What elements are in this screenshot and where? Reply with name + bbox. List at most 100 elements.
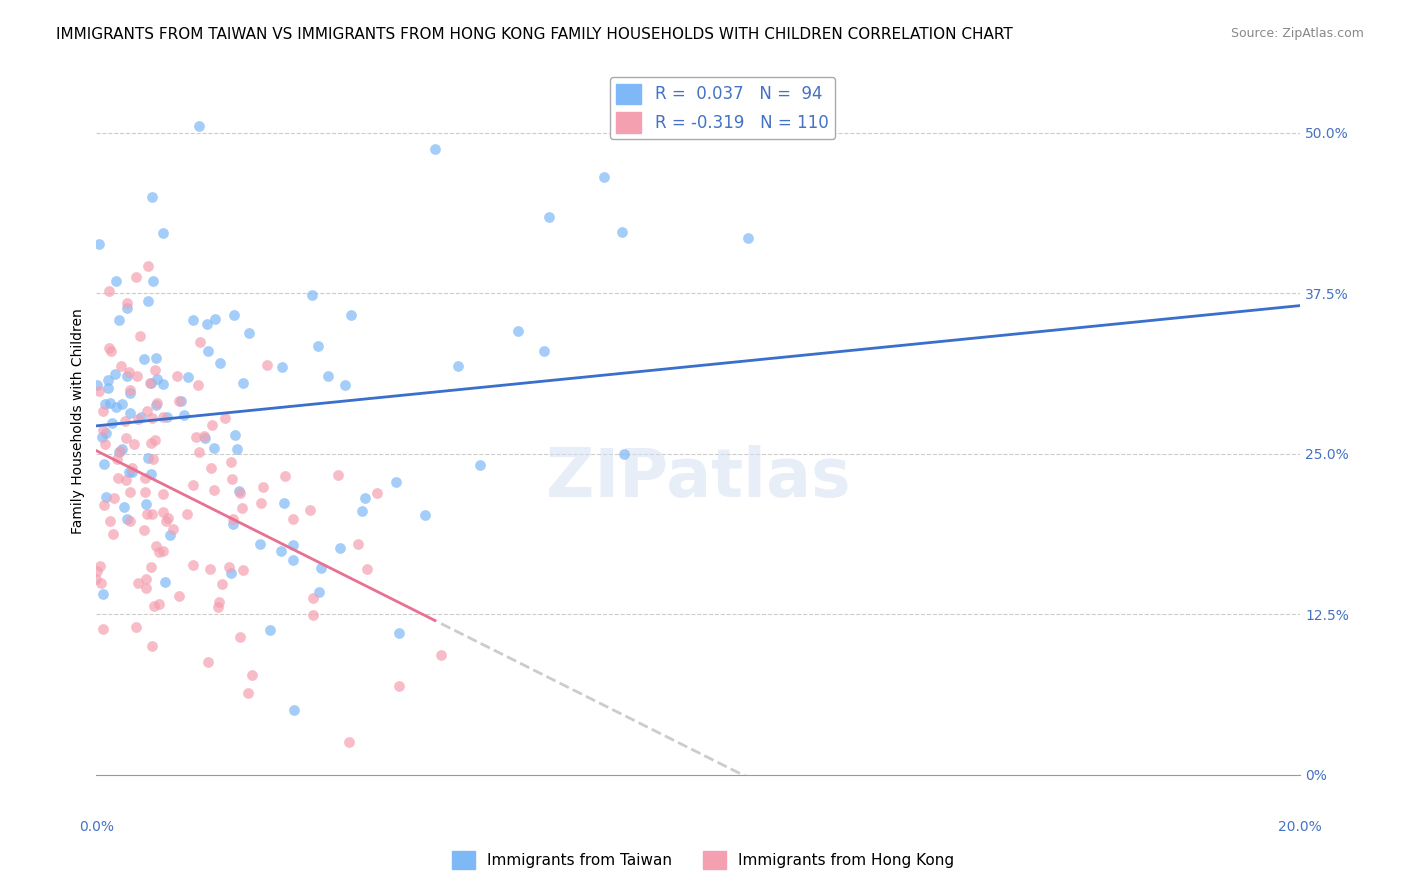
Point <box>152 487 174 501</box>
Point <box>139 467 162 482</box>
Point <box>118 385 141 400</box>
Point <box>202 441 225 455</box>
Point <box>111 442 134 456</box>
Point <box>270 544 292 558</box>
Point <box>134 471 156 485</box>
Point <box>302 607 325 622</box>
Point <box>138 259 160 273</box>
Point <box>128 328 150 343</box>
Point <box>207 599 229 614</box>
Point <box>249 537 271 551</box>
Point <box>188 335 211 350</box>
Text: 0.0%: 0.0% <box>79 820 114 834</box>
Point <box>195 317 218 331</box>
Y-axis label: Family Households with Children: Family Households with Children <box>72 309 86 534</box>
Point <box>337 735 360 749</box>
Point <box>139 376 162 390</box>
Point <box>162 522 184 536</box>
Point <box>135 581 157 595</box>
Point <box>98 396 121 410</box>
Point <box>281 538 304 552</box>
Point <box>91 404 114 418</box>
Point <box>211 576 233 591</box>
Text: ZIPatlas: ZIPatlas <box>546 445 851 511</box>
Point <box>283 512 305 526</box>
Point <box>118 514 141 528</box>
Point <box>135 403 157 417</box>
Point <box>339 308 361 322</box>
Point <box>124 437 146 451</box>
Point <box>94 437 117 451</box>
Point <box>143 362 166 376</box>
Point <box>136 294 159 309</box>
Point <box>238 326 260 341</box>
Point <box>194 431 217 445</box>
Point <box>120 484 142 499</box>
Point <box>159 528 181 542</box>
Point <box>222 512 245 526</box>
Point <box>127 412 149 426</box>
Point <box>170 393 193 408</box>
Point <box>202 483 225 498</box>
Point <box>218 559 240 574</box>
Point <box>188 120 211 134</box>
Point <box>166 368 188 383</box>
Point <box>200 461 222 475</box>
Point <box>143 599 166 614</box>
Point <box>347 536 370 550</box>
Point <box>145 351 167 365</box>
Point <box>533 343 555 358</box>
Point <box>183 558 205 573</box>
Point <box>181 477 204 491</box>
Point <box>152 227 174 241</box>
Point <box>97 373 120 387</box>
Point <box>114 473 136 487</box>
Point <box>354 491 377 505</box>
Point <box>115 301 138 316</box>
Point <box>538 210 561 224</box>
Point <box>139 376 162 391</box>
Point <box>142 452 165 467</box>
Point <box>181 313 204 327</box>
Text: 20.0%: 20.0% <box>1278 820 1322 834</box>
Point <box>135 572 157 586</box>
Point <box>209 355 232 369</box>
Point <box>98 284 121 298</box>
Point <box>204 312 226 326</box>
Point <box>214 411 236 425</box>
Point <box>259 623 281 637</box>
Point <box>173 408 195 422</box>
Point <box>104 274 127 288</box>
Point <box>226 442 249 457</box>
Point <box>107 471 129 485</box>
Legend: Immigrants from Taiwan, Immigrants from Hong Kong: Immigrants from Taiwan, Immigrants from … <box>446 845 960 875</box>
Point <box>307 339 329 353</box>
Point <box>229 630 252 644</box>
Point <box>93 457 115 471</box>
Point <box>425 142 447 156</box>
Point <box>157 510 180 524</box>
Point <box>152 409 174 424</box>
Point <box>118 465 141 479</box>
Point <box>101 416 124 430</box>
Point <box>155 514 177 528</box>
Point <box>114 431 136 445</box>
Point <box>177 370 200 384</box>
Point <box>430 648 453 663</box>
Point <box>231 501 253 516</box>
Point <box>127 576 149 591</box>
Point <box>270 359 292 374</box>
Point <box>114 500 136 514</box>
Point <box>273 468 295 483</box>
Point <box>299 503 322 517</box>
Point <box>222 308 245 322</box>
Point <box>127 369 149 384</box>
Legend: R =  0.037   N =  94, R = -0.319   N = 110: R = 0.037 N = 94, R = -0.319 N = 110 <box>610 77 835 139</box>
Point <box>252 480 274 494</box>
Point <box>326 467 349 482</box>
Point <box>152 543 174 558</box>
Point <box>114 414 136 428</box>
Point <box>98 515 121 529</box>
Point <box>105 451 128 466</box>
Point <box>316 368 339 383</box>
